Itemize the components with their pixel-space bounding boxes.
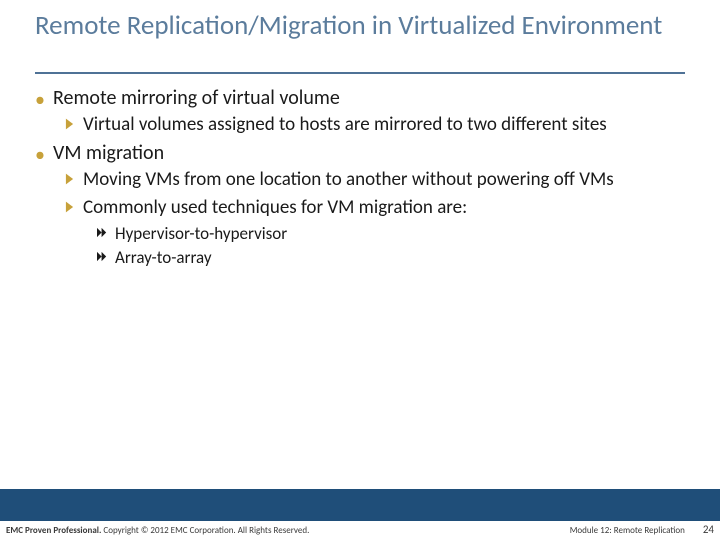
bullet-text: Remote mirroring of virtual volume <box>53 86 340 111</box>
bullet-lvl2: Virtual volumes assigned to hosts are mi… <box>65 113 685 137</box>
bullet-text: Virtual volumes assigned to hosts are mi… <box>83 113 607 137</box>
bullet-lvl1: • Remote mirroring of virtual volume <box>35 86 685 111</box>
bullet-lvl3: Hypervisor-to-hypervisor <box>97 223 685 244</box>
bullet-text: Hypervisor-to-hypervisor <box>115 223 287 244</box>
footer-copyright: Copyright © 2012 EMC Corporation. All Ri… <box>101 525 309 536</box>
bullet-lvl2: Commonly used techniques for VM migratio… <box>65 196 685 220</box>
double-arrow-icon <box>97 247 115 268</box>
footer-brand: EMC Proven Professional. <box>6 525 101 536</box>
slide-body: • Remote mirroring of virtual volume Vir… <box>35 86 685 270</box>
footer-module: Module 12: Remote Replication <box>570 525 685 536</box>
bullet-lvl1: • VM migration <box>35 141 685 166</box>
footer-bar <box>0 489 720 521</box>
arrow-right-icon <box>65 168 83 192</box>
arrow-right-icon <box>65 196 83 220</box>
bullet-text: Array-to-array <box>115 247 212 268</box>
bullet-text: VM migration <box>53 141 164 166</box>
page-number: 24 <box>703 523 714 536</box>
dot-icon: • <box>35 145 53 170</box>
slide-title: Remote Replication/Migration in Virtuali… <box>35 10 675 45</box>
footer-left: EMC Proven Professional. Copyright © 201… <box>6 525 309 536</box>
bullet-lvl3: Array-to-array <box>97 247 685 268</box>
bullet-text: Moving VMs from one location to another … <box>83 168 614 192</box>
bullet-text: Commonly used techniques for VM migratio… <box>83 196 467 220</box>
double-arrow-icon <box>97 223 115 244</box>
title-underline <box>35 72 685 74</box>
dot-icon: • <box>35 90 53 115</box>
arrow-right-icon <box>65 113 83 137</box>
slide: Remote Replication/Migration in Virtuali… <box>0 0 720 540</box>
bullet-lvl2: Moving VMs from one location to another … <box>65 168 685 192</box>
footer-right: Module 12: Remote Replication 24 <box>570 523 714 536</box>
footer: EMC Proven Professional. Copyright © 201… <box>6 523 714 536</box>
